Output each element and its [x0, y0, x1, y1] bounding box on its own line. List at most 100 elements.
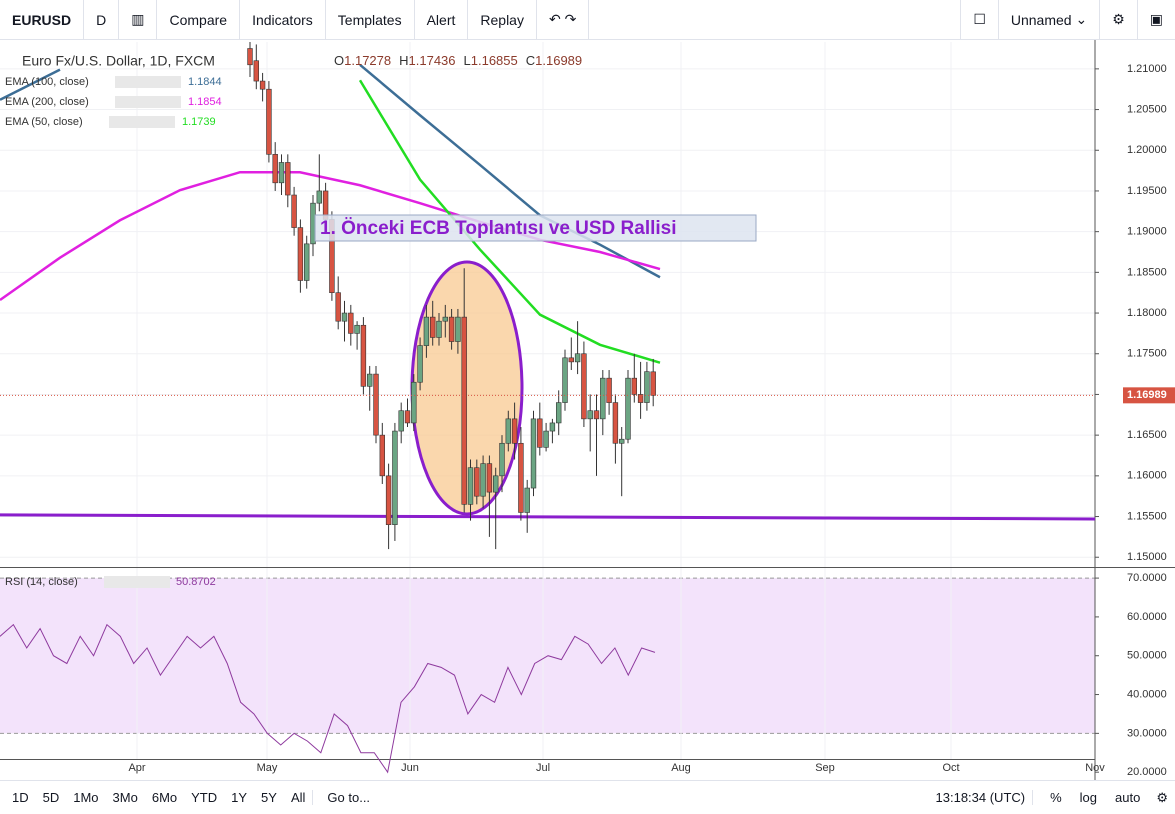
- y-tick-label: 1.15000: [1127, 551, 1167, 563]
- y-tick-label: 1.20000: [1127, 144, 1167, 156]
- candle-body: [631, 377, 638, 395]
- candle-body: [291, 194, 297, 228]
- range-button[interactable]: 5D: [42, 790, 60, 805]
- annotation-box: [314, 214, 757, 242]
- fullscreen[interactable]: ☐: [960, 0, 999, 39]
- rsi-tick-label: 60.0000: [1127, 611, 1167, 623]
- x-tick-label: Jun: [401, 762, 419, 774]
- option-button[interactable]: auto: [1115, 790, 1141, 805]
- range-button[interactable]: YTD: [191, 790, 218, 805]
- candle-body: [360, 324, 367, 387]
- candle-body: [259, 80, 266, 90]
- option-button[interactable]: %: [1050, 790, 1062, 805]
- candle-body: [348, 312, 354, 334]
- rsi-line: [0, 623, 656, 774]
- candle-body: [524, 487, 530, 513]
- indicator-controls: [115, 96, 181, 108]
- candle-body: [467, 467, 474, 505]
- range-button[interactable]: 3Mo: [112, 790, 138, 805]
- interval[interactable]: D: [84, 0, 120, 39]
- chart: 1.150001.155001.160001.165001.170001.175…: [0, 40, 1175, 780]
- ohlc-key: H: [399, 53, 408, 68]
- rsi-name: RSI (14, close): [5, 576, 78, 588]
- ohlc-value: 1.17436: [409, 53, 456, 68]
- toolbar-button[interactable]: Templates: [326, 0, 415, 39]
- candle-body: [486, 463, 493, 493]
- goto[interactable]: Go to...: [327, 790, 371, 805]
- range-button[interactable]: 1D: [12, 790, 29, 805]
- candle-body: [278, 162, 285, 184]
- gear[interactable]: ⚙: [1156, 789, 1168, 805]
- candle-body: [587, 410, 593, 420]
- camera[interactable]: ▣: [1149, 11, 1163, 27]
- candle-body: [253, 60, 259, 82]
- settings[interactable]: ⚙: [1100, 0, 1138, 39]
- candle-body: [537, 418, 543, 448]
- candle-body: [423, 316, 430, 346]
- y-tick-label: 1.18500: [1127, 266, 1167, 278]
- candle-body: [297, 227, 304, 281]
- candle-body: [316, 190, 322, 204]
- toolbar-buttons: Compare Indicators Templates Alert Replay: [157, 0, 537, 39]
- rsi-tick-label: 20.0000: [1127, 766, 1167, 778]
- range-button[interactable]: 1Y: [231, 790, 248, 805]
- option-button[interactable]: log: [1079, 790, 1098, 805]
- candle-body: [650, 371, 656, 396]
- candle-body: [593, 410, 600, 420]
- rsi-tick-label: 70.0000: [1127, 572, 1167, 584]
- last-price-label: 1.16989: [1127, 389, 1167, 401]
- indicator-value: 1.1739: [182, 116, 216, 128]
- candle-body: [429, 316, 436, 338]
- symbol[interactable]: EURUSD: [0, 0, 85, 39]
- ohlc-key: O: [334, 53, 344, 68]
- y-tick-label: 1.16000: [1127, 470, 1167, 482]
- candle-body: [562, 357, 568, 403]
- ema-line: [358, 79, 661, 364]
- range-button[interactable]: 6Mo: [151, 790, 178, 805]
- candle-body: [392, 430, 398, 525]
- rsi-tick-label: 40.0000: [1127, 688, 1167, 700]
- range-button[interactable]: 5Y: [261, 790, 277, 805]
- bottom-bar: 1D 5D 1Mo 3Mo 6Mo YTD 1Y 5Y All Go to... 13:18:3…: [0, 780, 1175, 814]
- candle-body: [612, 402, 619, 444]
- rsi-tick-label: 50.0000: [1127, 650, 1167, 662]
- candle-body: [480, 463, 486, 497]
- toolbar-button[interactable]: Alert: [415, 0, 469, 39]
- y-tick-label: 1.19000: [1127, 226, 1167, 238]
- candle-body: [461, 316, 467, 505]
- indicator-name: EMA (200, close): [5, 96, 89, 108]
- candle-body: [266, 88, 272, 155]
- y-tick-label: 1.20500: [1127, 103, 1167, 115]
- ohlc-key: L: [464, 53, 471, 68]
- indicator-value: 1.1844: [188, 76, 222, 88]
- candle-body: [366, 373, 373, 387]
- toolbar-button[interactable]: Compare: [157, 0, 241, 39]
- candle-body: [555, 402, 562, 424]
- candle-body: [543, 430, 549, 448]
- range-button[interactable]: All: [290, 790, 306, 805]
- y-tick-label: 1.21000: [1127, 63, 1167, 75]
- rsi-value: 50.8702: [176, 576, 216, 588]
- chart-style[interactable]: ▥: [119, 0, 158, 39]
- candle-body: [505, 418, 511, 444]
- indicator-name: EMA (100, close): [5, 76, 89, 88]
- candle-body: [385, 475, 392, 525]
- indicator-name: EMA (50, close): [5, 116, 83, 128]
- indicator-controls: [115, 76, 181, 88]
- x-tick-label: Oct: [942, 762, 959, 774]
- candle-body: [272, 154, 278, 184]
- candle-body: [492, 475, 499, 493]
- range-button[interactable]: 1Mo: [73, 790, 99, 805]
- layout-name[interactable]: Unnamed ⌄: [999, 0, 1101, 39]
- indicator-controls: [109, 116, 175, 128]
- toolbar-button[interactable]: Replay: [468, 0, 537, 39]
- toolbar-button[interactable]: Indicators: [240, 0, 326, 39]
- toolbar: EURUSD D ▥ Compare Indicators Templates Ale…: [0, 0, 1175, 40]
- candle-body: [411, 381, 417, 424]
- candle-body: [625, 377, 631, 440]
- ohlc-value: 1.16855: [471, 53, 518, 68]
- candle-body: [436, 320, 442, 338]
- undo[interactable]: ↶ ↷: [537, 0, 590, 39]
- candle-body: [379, 434, 385, 477]
- indicator-value: 1.1854: [188, 96, 222, 108]
